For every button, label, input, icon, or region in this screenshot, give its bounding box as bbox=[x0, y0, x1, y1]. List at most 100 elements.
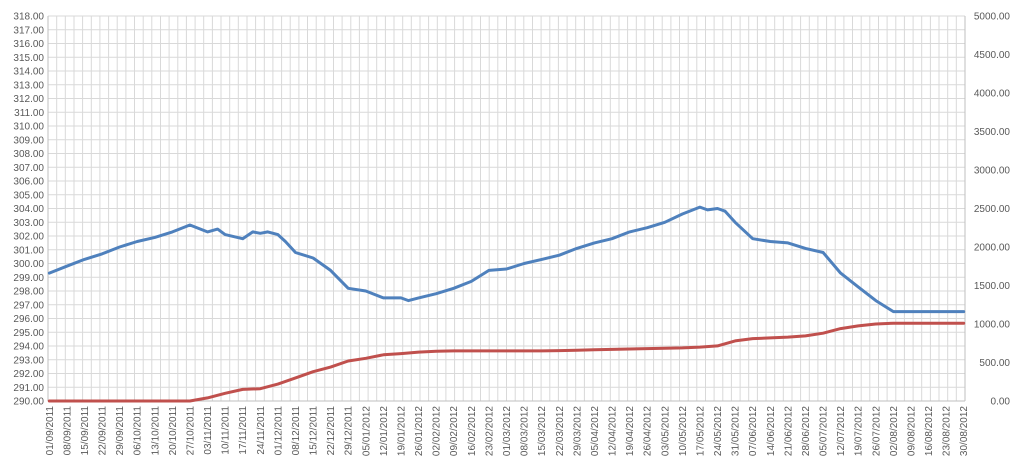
y2-tick-label: 1000.00 bbox=[974, 320, 1011, 331]
x-tick-label: 15/09/2011 bbox=[80, 406, 91, 456]
x-tick-label: 24/05/2012 bbox=[713, 406, 724, 456]
x-tick-label: 03/11/2011 bbox=[203, 406, 214, 455]
x-axis: 01/09/2011 08/09/2011 15/09/2011 22/09/2011… bbox=[45, 400, 970, 456]
x-tick-label: 23/02/2012 bbox=[484, 406, 495, 456]
x-tick-label: 02/02/2012 bbox=[432, 406, 443, 456]
x-tick-label: 09/08/2012 bbox=[907, 406, 918, 456]
y2-tick-label: 0.00 bbox=[991, 397, 1011, 408]
x-tick-label: 01/03/2012 bbox=[502, 406, 513, 456]
y2-tick-label: 3000.00 bbox=[974, 166, 1011, 177]
y2-tick-label: 3500.00 bbox=[974, 127, 1011, 138]
y-tick-label: 316.00 bbox=[13, 39, 44, 50]
y-tick-label: 292.00 bbox=[13, 369, 44, 380]
x-tick-label: 10/11/2011 bbox=[221, 406, 232, 455]
x-tick-label: 29/12/2011 bbox=[344, 406, 355, 456]
x-tick-label: 02/08/2012 bbox=[889, 406, 900, 456]
x-tick-label: 05/01/2012 bbox=[361, 406, 372, 456]
x-tick-label: 10/05/2012 bbox=[678, 406, 689, 456]
x-tick-label: 05/07/2012 bbox=[819, 406, 830, 456]
left-y-axis: 290.00 291.00 292.00 293.00 294.00 295.00 296.… bbox=[13, 12, 49, 408]
x-tick-label: 06/10/2011 bbox=[133, 406, 144, 456]
y-tick-label: 318.00 bbox=[13, 12, 44, 23]
series-line-right-axis bbox=[47, 321, 966, 403]
horizontal-gridlines bbox=[48, 15, 965, 402]
y-tick-label: 299.00 bbox=[13, 273, 44, 284]
x-tick-label: 15/03/2012 bbox=[537, 406, 548, 456]
x-tick-label: 29/09/2011 bbox=[115, 406, 126, 456]
x-tick-label: 23/08/2012 bbox=[942, 406, 953, 456]
y2-tick-label: 1500.00 bbox=[974, 281, 1011, 292]
x-tick-label: 22/09/2011 bbox=[98, 406, 109, 456]
x-tick-label: 19/01/2012 bbox=[397, 406, 408, 456]
x-tick-label: 19/04/2012 bbox=[625, 406, 636, 456]
x-tick-label: 12/07/2012 bbox=[836, 406, 847, 456]
x-tick-label: 17/05/2012 bbox=[695, 406, 706, 456]
y-tick-label: 310.00 bbox=[13, 122, 44, 133]
y-tick-label: 303.00 bbox=[13, 218, 44, 229]
x-tick-label: 31/05/2012 bbox=[731, 406, 742, 456]
y-tick-label: 296.00 bbox=[13, 314, 44, 325]
x-tick-label: 07/06/2012 bbox=[748, 406, 759, 456]
x-tick-label: 24/11/2011 bbox=[256, 406, 267, 455]
y-tick-label: 309.00 bbox=[13, 135, 44, 146]
x-tick-label: 26/01/2012 bbox=[414, 406, 425, 456]
y-tick-label: 294.00 bbox=[13, 342, 44, 353]
y2-tick-label: 4500.00 bbox=[974, 50, 1011, 61]
x-tick-label: 27/10/2011 bbox=[185, 406, 196, 456]
y2-tick-label: 2500.00 bbox=[974, 204, 1011, 215]
series-line-left-axis bbox=[47, 205, 966, 314]
x-tick-label: 26/04/2012 bbox=[643, 406, 654, 456]
y-tick-label: 290.00 bbox=[13, 397, 44, 408]
y-tick-label: 312.00 bbox=[13, 94, 44, 105]
x-tick-label: 05/04/2012 bbox=[590, 406, 601, 456]
y2-tick-label: 5000.00 bbox=[974, 12, 1011, 23]
y-tick-label: 317.00 bbox=[13, 25, 44, 36]
y-tick-label: 315.00 bbox=[13, 53, 44, 64]
y-tick-label: 308.00 bbox=[13, 149, 44, 160]
x-tick-label: 14/06/2012 bbox=[766, 406, 777, 456]
y-tick-label: 291.00 bbox=[13, 383, 44, 394]
y-tick-label: 301.00 bbox=[13, 245, 44, 256]
x-tick-label: 20/10/2011 bbox=[168, 406, 179, 456]
x-tick-label: 08/09/2011 bbox=[62, 406, 73, 456]
x-tick-label: 12/01/2012 bbox=[379, 406, 390, 456]
y-tick-label: 305.00 bbox=[13, 190, 44, 201]
y-tick-label: 300.00 bbox=[13, 259, 44, 270]
y-tick-label: 313.00 bbox=[13, 80, 44, 91]
x-tick-label: 16/02/2012 bbox=[467, 406, 478, 456]
y2-tick-label: 500.00 bbox=[979, 358, 1010, 369]
y-tick-label: 311.00 bbox=[14, 108, 44, 119]
x-tick-label: 09/02/2012 bbox=[449, 406, 460, 456]
x-tick-label: 21/06/2012 bbox=[783, 406, 794, 456]
x-tick-label: 28/06/2012 bbox=[801, 406, 812, 456]
x-tick-label: 19/07/2012 bbox=[854, 406, 865, 456]
x-tick-label: 22/12/2011 bbox=[326, 406, 337, 456]
y-tick-label: 306.00 bbox=[13, 177, 44, 188]
y-tick-label: 307.00 bbox=[13, 163, 44, 174]
x-tick-label: 26/07/2012 bbox=[871, 406, 882, 456]
y-tick-label: 295.00 bbox=[13, 328, 44, 339]
x-tick-label: 17/11/2011 bbox=[238, 406, 249, 455]
y-tick-label: 302.00 bbox=[13, 232, 44, 243]
y-tick-label: 297.00 bbox=[13, 300, 44, 311]
x-tick-label: 13/10/2011 bbox=[150, 406, 161, 456]
series-layer bbox=[47, 205, 966, 403]
y-tick-label: 293.00 bbox=[13, 355, 44, 366]
y2-tick-label: 4000.00 bbox=[974, 89, 1011, 100]
x-tick-label: 29/03/2012 bbox=[572, 406, 583, 456]
x-tick-label: 16/08/2012 bbox=[924, 406, 935, 456]
x-tick-label: 03/05/2012 bbox=[660, 406, 671, 456]
x-tick-label: 08/12/2011 bbox=[291, 406, 302, 456]
x-tick-label: 01/09/2011 bbox=[45, 406, 56, 456]
x-tick-label: 15/12/2011 bbox=[309, 406, 320, 456]
x-tick-label: 01/12/2011 bbox=[273, 406, 284, 456]
x-tick-label: 22/03/2012 bbox=[555, 406, 566, 456]
y-tick-label: 314.00 bbox=[13, 67, 44, 78]
y-tick-label: 298.00 bbox=[13, 287, 44, 298]
y2-tick-label: 2000.00 bbox=[974, 243, 1011, 254]
right-y-axis: 0.00 500.00 1000.00 1500.00 2000.00 2500.00 30… bbox=[964, 12, 1011, 408]
x-tick-label: 08/03/2012 bbox=[520, 406, 531, 456]
x-tick-label: 12/04/2012 bbox=[608, 406, 619, 456]
